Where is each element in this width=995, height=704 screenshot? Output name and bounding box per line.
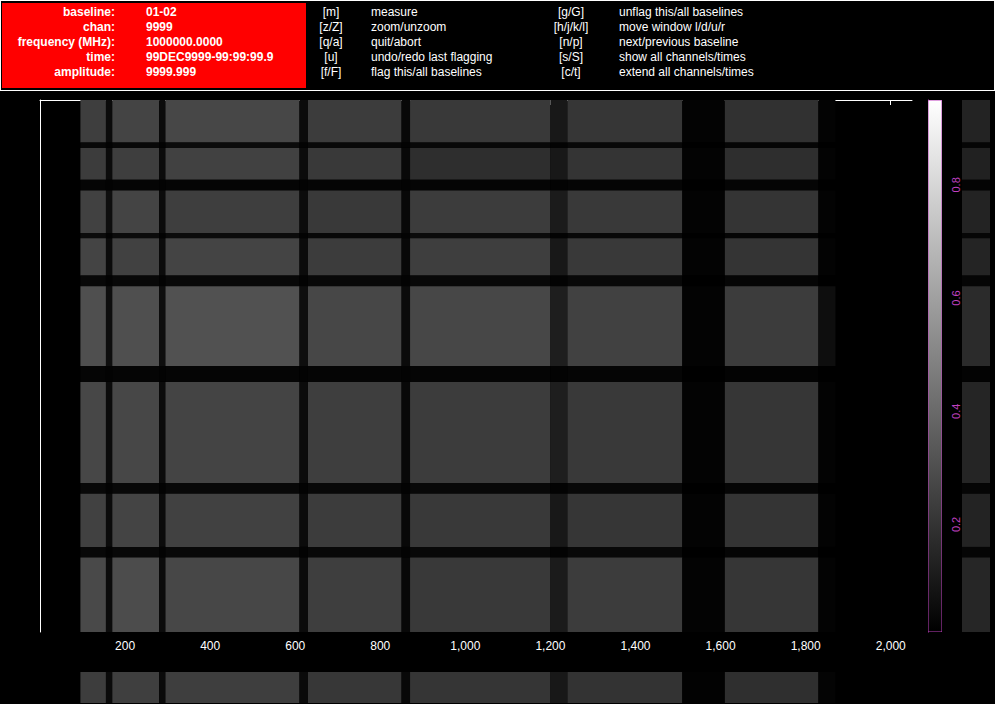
svg-text:0.8: 0.8 <box>950 177 962 192</box>
html-text:[f/F]: [f/F] <box>320 65 342 79</box>
html-text:chan:: chan: <box>83 20 115 34</box>
html-text:9999: 9999 <box>146 20 173 34</box>
html-text:[m]: [m] <box>322 5 340 19</box>
svg-text:0.2: 0.2 <box>950 517 962 532</box>
html-text:9999.999: 9999.999 <box>146 65 197 79</box>
svg-text:800: 800 <box>370 639 390 653</box>
html-text:move window l/d/u/r: move window l/d/u/r <box>619 20 725 34</box>
html-text:baseline:: baseline: <box>63 5 115 19</box>
html-text:extend all channels/times: extend all channels/times <box>619 65 754 79</box>
svg-text:1,400: 1,400 <box>620 639 650 653</box>
svg-text:200: 200 <box>115 639 135 653</box>
svg-text:0.6: 0.6 <box>950 290 962 305</box>
html-text:1000000.0000: 1000000.0000 <box>146 35 223 49</box>
svg-text:1,600: 1,600 <box>706 639 736 653</box>
svg-text:1,000: 1,000 <box>450 639 480 653</box>
html-text:[q/a]: [q/a] <box>319 35 343 49</box>
svg-text:1,800: 1,800 <box>791 639 821 653</box>
html-text:[s/S]: [s/S] <box>559 50 583 64</box>
html-text:measure: measure <box>371 5 418 19</box>
html-text:[h/j/k/l]: [h/j/k/l] <box>553 20 589 34</box>
svg-text:400: 400 <box>200 639 220 653</box>
html-text:[g/G]: [g/G] <box>558 5 584 19</box>
html-text:flag this/all baselines: flag this/all baselines <box>371 65 482 79</box>
html-text:[n/p]: [n/p] <box>559 35 583 49</box>
svg-text:0.4: 0.4 <box>950 404 962 419</box>
html-text:zoom/unzoom: zoom/unzoom <box>371 20 447 34</box>
html-text:frequency (MHz):: frequency (MHz): <box>17 35 115 49</box>
html-text:unflag this/all baselines: unflag this/all baselines <box>619 5 744 19</box>
html-text:quit/abort: quit/abort <box>371 35 421 49</box>
html-text:99DEC9999-99:99:99.9: 99DEC9999-99:99:99.9 <box>146 50 274 64</box>
html-text:[z/Z]: [z/Z] <box>319 20 343 34</box>
html-text:next/previous baseline: next/previous baseline <box>619 35 739 49</box>
html-text:time:: time: <box>86 50 115 64</box>
svg-text:2,000: 2,000 <box>876 639 906 653</box>
svg-text:600: 600 <box>285 639 305 653</box>
html-text:show all channels/times: show all channels/times <box>619 50 746 64</box>
html-text:amplitude:: amplitude: <box>54 65 115 79</box>
html-text:[u]: [u] <box>324 50 338 64</box>
svg-text:1,200: 1,200 <box>535 639 565 653</box>
html-text:undo/redo last flagging: undo/redo last flagging <box>371 50 493 64</box>
html-text:01-02: 01-02 <box>146 5 177 19</box>
html-text:[c/t]: [c/t] <box>561 65 581 79</box>
